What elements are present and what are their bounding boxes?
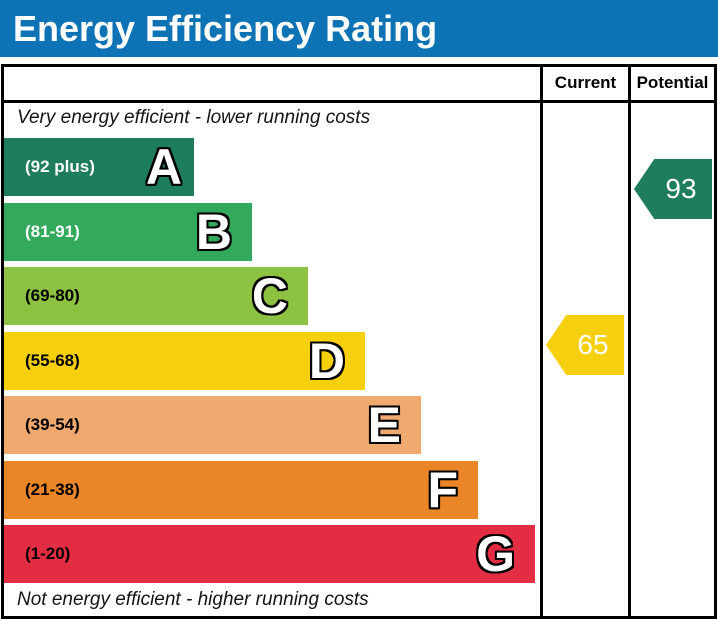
potential-rating-value: 93 — [665, 173, 697, 204]
band-range-label: (39-54) — [25, 415, 80, 434]
bottom-caption: Not energy efficient - higher running co… — [17, 589, 369, 610]
band-c: (69-80) C — [4, 267, 308, 325]
band-letter: E — [367, 397, 401, 453]
band-letter: A — [145, 139, 182, 195]
band-letter: C — [251, 268, 288, 324]
band-d: (55-68) D — [4, 332, 365, 390]
band-f: (21-38) F — [4, 461, 478, 519]
header-row-divider — [1, 100, 717, 103]
current-column-header: Current — [554, 72, 617, 92]
potential-column-header: Potential — [636, 72, 709, 92]
chart-title: Energy Efficiency Rating — [13, 7, 438, 49]
potential-column-divider — [628, 64, 631, 619]
band-range-label: (69-80) — [25, 286, 80, 305]
band-range-label: (55-68) — [25, 351, 80, 370]
band-range-label: (1-20) — [25, 544, 71, 563]
band-a: (92 plus) A — [4, 138, 194, 196]
band-b: (81-91) B — [4, 203, 252, 261]
band-g: (1-20) G — [4, 525, 535, 583]
band-range-label: (92 plus) — [25, 157, 95, 176]
band-range-label: (21-38) — [25, 480, 80, 499]
band-e: (39-54) E — [4, 396, 421, 454]
rating-table-frame — [1, 64, 717, 619]
current-rating-arrow: 65 — [546, 315, 624, 375]
top-caption: Very energy efficient - lower running co… — [17, 107, 371, 128]
band-letter: B — [195, 204, 232, 260]
band-range-label: (81-91) — [25, 222, 80, 241]
current-column-divider — [540, 64, 543, 619]
band-letter: G — [476, 526, 515, 582]
band-letter: D — [308, 333, 345, 389]
band-letter: F — [427, 462, 458, 518]
chart-header: Energy Efficiency Rating — [0, 0, 718, 57]
current-rating-value: 65 — [577, 329, 609, 360]
